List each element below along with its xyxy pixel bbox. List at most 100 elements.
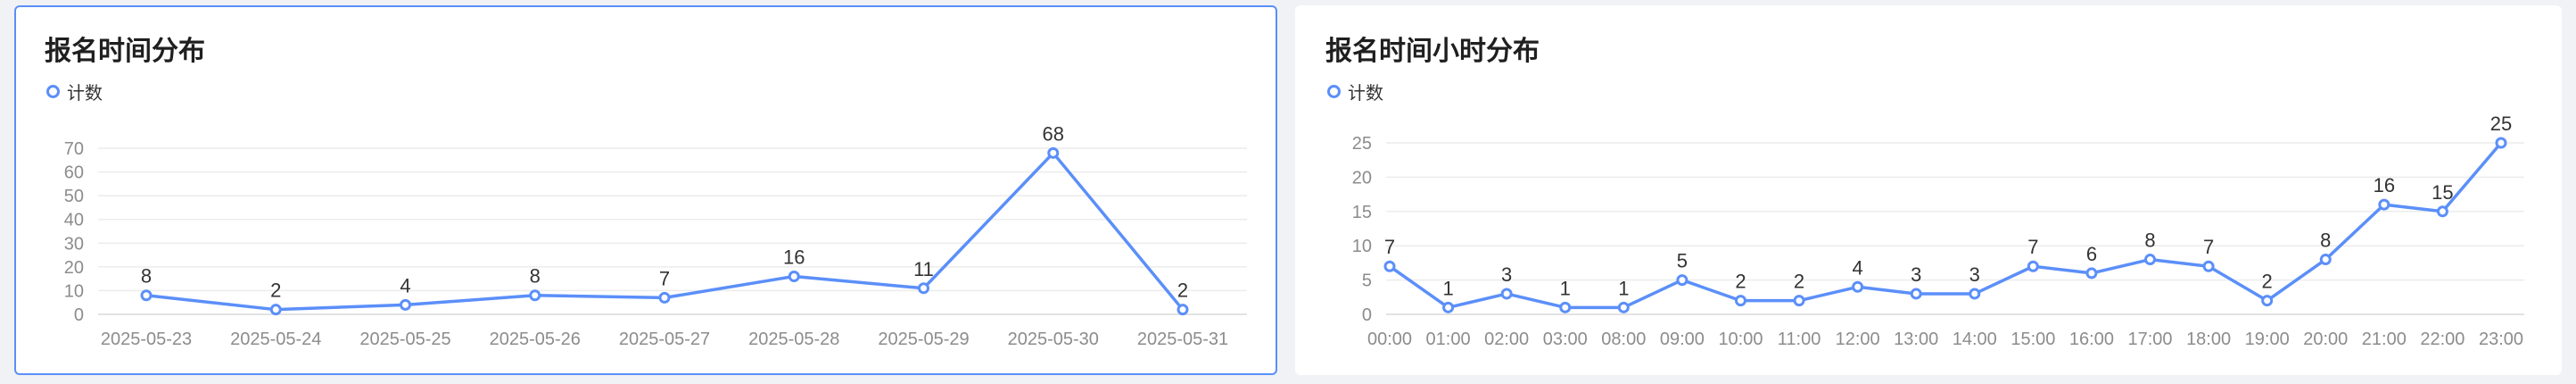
data-label: 7 — [2203, 236, 2214, 258]
data-point[interactable] — [1442, 301, 1455, 313]
x-tick-label: 10:00 — [1718, 330, 1763, 349]
x-tick-label: 23:00 — [2479, 330, 2523, 349]
data-label: 68 — [1043, 122, 1064, 145]
y-tick-label: 50 — [64, 187, 84, 206]
data-label: 8 — [2320, 230, 2331, 252]
data-label: 4 — [400, 274, 410, 296]
y-tick-label: 30 — [64, 234, 84, 254]
chart-legend[interactable]: 计数 — [46, 79, 103, 104]
chart-title: 报名时间分布 — [45, 37, 205, 66]
data-label: 7 — [2027, 236, 2038, 258]
x-tick-label: 00:00 — [1367, 330, 1412, 349]
data-point[interactable] — [1910, 288, 1922, 300]
data-label: 2 — [1177, 280, 1188, 302]
legend-marker-icon — [1327, 85, 1341, 98]
data-point[interactable] — [1617, 301, 1630, 313]
data-point[interactable] — [918, 282, 929, 295]
x-tick-label: 2025-05-30 — [1008, 330, 1099, 349]
data-point[interactable] — [269, 304, 282, 316]
y-tick-label: 5 — [1362, 271, 1372, 291]
data-point[interactable] — [140, 289, 153, 302]
data-label: 16 — [783, 246, 805, 268]
x-tick-label: 14:00 — [1953, 330, 1997, 349]
data-point[interactable] — [2378, 198, 2390, 211]
data-point[interactable] — [788, 270, 800, 282]
x-tick-label: 2025-05-24 — [230, 330, 321, 349]
y-tick-label: 0 — [1362, 305, 1372, 325]
data-point[interactable] — [2202, 260, 2215, 272]
data-point[interactable] — [1383, 260, 1396, 272]
data-label: 6 — [2086, 243, 2097, 265]
x-tick-label: 2025-05-25 — [359, 330, 450, 349]
x-tick-label: 2025-05-31 — [1137, 330, 1228, 349]
data-point[interactable] — [529, 289, 541, 302]
data-point[interactable] — [2436, 205, 2448, 218]
y-tick-label: 20 — [1352, 168, 1372, 188]
data-label: 16 — [2374, 174, 2395, 196]
data-point[interactable] — [1500, 288, 1513, 300]
data-point[interactable] — [2144, 254, 2157, 266]
y-tick-label: 70 — [64, 139, 84, 159]
data-point[interactable] — [2261, 295, 2274, 307]
legend-label: 计数 — [1348, 84, 1383, 104]
x-tick-label: 13:00 — [1894, 330, 1938, 349]
data-label: 1 — [1442, 277, 1453, 299]
data-point[interactable] — [1793, 295, 1805, 307]
data-point[interactable] — [1676, 274, 1688, 287]
data-label: 7 — [1384, 236, 1395, 258]
x-tick-label: 15:00 — [2010, 330, 2055, 349]
data-point[interactable] — [1559, 301, 1572, 313]
x-tick-label: 03:00 — [1543, 330, 1588, 349]
x-tick-label: 12:00 — [1836, 330, 1880, 349]
data-label: 3 — [1501, 263, 1512, 286]
data-label: 4 — [1853, 256, 1863, 279]
x-tick-label: 18:00 — [2186, 330, 2231, 349]
series-line — [1388, 141, 2503, 310]
data-label: 8 — [2144, 230, 2155, 252]
data-label: 11 — [913, 258, 934, 280]
data-label: 8 — [530, 265, 541, 288]
x-tick-label: 20:00 — [2303, 330, 2348, 349]
data-label: 2 — [2262, 271, 2273, 293]
x-tick-label: 2025-05-29 — [878, 330, 969, 349]
data-label: 25 — [2490, 113, 2512, 135]
data-label: 5 — [1677, 250, 1688, 272]
data-point[interactable] — [1047, 146, 1060, 159]
data-label: 3 — [1911, 263, 1921, 286]
y-tick-label: 10 — [1352, 237, 1372, 256]
x-tick-label: 02:00 — [1484, 330, 1529, 349]
x-tick-label: 2025-05-28 — [748, 330, 839, 349]
data-label: 2 — [1794, 271, 1804, 293]
y-tick-label: 25 — [1352, 134, 1372, 154]
data-label: 8 — [141, 265, 152, 288]
data-point[interactable] — [2085, 267, 2098, 280]
data-point[interactable] — [1969, 288, 1981, 300]
x-tick-label: 22:00 — [2420, 330, 2465, 349]
x-tick-label: 2025-05-23 — [101, 330, 192, 349]
data-point[interactable] — [1734, 295, 1746, 307]
x-tick-label: 08:00 — [1601, 330, 1646, 349]
x-tick-label: 19:00 — [2245, 330, 2290, 349]
data-label: 2 — [270, 280, 281, 302]
data-point[interactable] — [400, 298, 411, 311]
y-tick-label: 60 — [64, 163, 84, 183]
data-label: 15 — [2432, 181, 2453, 204]
data-point[interactable] — [2319, 254, 2332, 266]
data-label: 2 — [1735, 271, 1746, 293]
y-tick-label: 15 — [1352, 203, 1372, 222]
x-tick-label: 09:00 — [1660, 330, 1705, 349]
data-point[interactable] — [1852, 280, 1864, 293]
data-label: 3 — [1969, 263, 1980, 286]
chart-legend[interactable]: 计数 — [1327, 79, 1383, 104]
x-tick-label: 01:00 — [1426, 330, 1471, 349]
data-point[interactable] — [1177, 304, 1189, 316]
legend-marker-icon — [46, 85, 60, 98]
data-label: 1 — [1560, 277, 1571, 299]
data-point[interactable] — [658, 291, 671, 304]
x-tick-label: 16:00 — [2069, 330, 2114, 349]
x-tick-label: 2025-05-27 — [619, 330, 710, 349]
chart-title: 报名时间小时分布 — [1325, 37, 1540, 66]
data-point[interactable] — [2495, 137, 2507, 149]
data-point[interactable] — [2027, 260, 2039, 272]
